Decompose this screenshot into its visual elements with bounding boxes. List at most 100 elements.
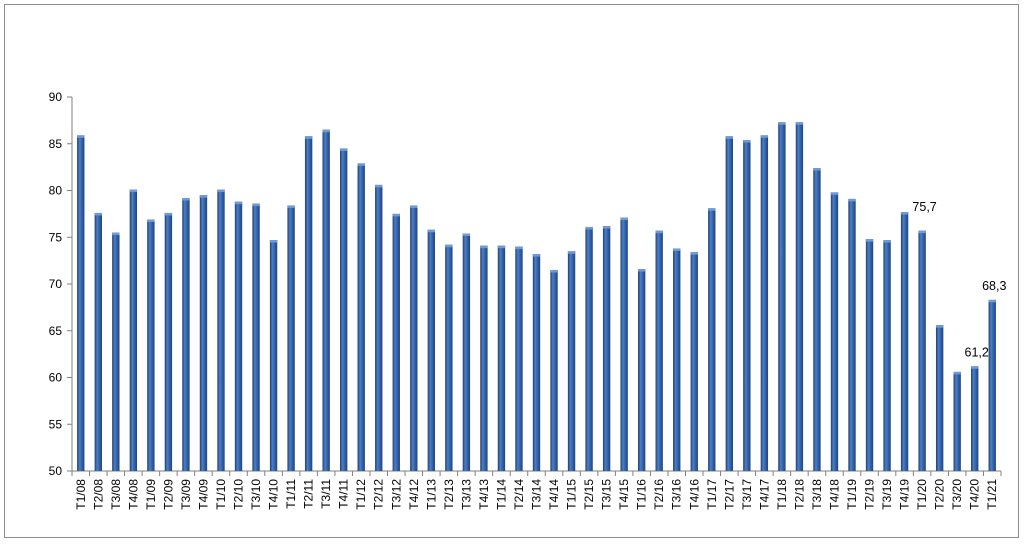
x-tick-label: T3/14 <box>530 479 544 510</box>
bar <box>795 122 804 472</box>
x-tick-label: T2/13 <box>442 479 456 510</box>
x-tick-label: T1/11 <box>284 479 298 509</box>
data-label: 68,3 <box>982 279 1006 293</box>
y-tick-label: 85 <box>49 137 63 151</box>
bar-top <box>445 244 453 248</box>
bar <box>883 240 891 471</box>
bar-body <box>515 246 523 471</box>
x-tick-label: T4/14 <box>547 479 561 510</box>
x-tick-label: T2/18 <box>792 479 806 510</box>
bar <box>532 254 541 471</box>
bar <box>129 189 138 471</box>
bar-top <box>813 168 821 171</box>
bar-top <box>304 136 313 139</box>
bar <box>848 198 856 472</box>
bar <box>445 244 453 471</box>
bar-top <box>655 230 663 234</box>
bar <box>480 245 488 471</box>
bar <box>77 135 85 471</box>
bar-body <box>567 251 576 471</box>
bar-top <box>269 240 278 243</box>
bar <box>182 197 190 472</box>
bar <box>147 219 155 471</box>
x-tick-label: T2/12 <box>372 479 386 510</box>
bar-body <box>427 229 436 471</box>
x-tick-label: T1/09 <box>144 479 158 510</box>
bar-body <box>778 122 786 472</box>
bar-body <box>813 168 821 471</box>
bar-body <box>340 148 348 472</box>
x-tick-label: T3/17 <box>740 479 754 510</box>
bar-top <box>865 239 874 242</box>
bar-top <box>935 325 944 328</box>
bar-top <box>953 371 961 375</box>
bar <box>637 269 646 471</box>
x-tick-label: T2/14 <box>512 479 526 510</box>
x-tick-label: T4/12 <box>407 479 421 510</box>
bar-top <box>164 212 173 216</box>
bar-top <box>690 252 698 255</box>
bar <box>357 163 365 471</box>
bar <box>427 229 436 471</box>
bar-body <box>725 136 733 471</box>
bar <box>760 135 769 471</box>
y-tick-label: 65 <box>49 324 63 338</box>
bar <box>830 192 839 471</box>
bar <box>778 122 786 472</box>
bar <box>322 129 330 471</box>
bar-body <box>147 219 155 471</box>
bar-body <box>94 212 102 471</box>
bar-top <box>550 269 558 273</box>
bar-body <box>900 212 909 471</box>
bar-top <box>322 129 330 133</box>
bar-body <box>708 208 716 471</box>
x-tick-label: T3/08 <box>109 479 123 510</box>
bar-top <box>340 148 348 151</box>
x-tick-label: T2/19 <box>863 479 877 510</box>
x-tick-label: T4/08 <box>126 479 140 510</box>
x-tick-label: T1/16 <box>635 479 649 510</box>
bar <box>199 195 208 472</box>
bar-body <box>375 184 383 471</box>
bar <box>567 251 576 471</box>
bar-top <box>883 240 891 243</box>
x-tick-label: T2/10 <box>232 479 246 510</box>
x-tick-label: T1/19 <box>845 479 859 510</box>
bar-body <box>304 136 313 471</box>
bar-body <box>655 230 663 471</box>
bar <box>217 189 225 471</box>
bar-body <box>743 140 751 471</box>
bar-body <box>602 226 611 471</box>
bar-body <box>77 135 85 471</box>
bar-body <box>865 239 874 471</box>
x-tick-label: T4/09 <box>196 479 210 510</box>
bar-top <box>988 299 996 303</box>
bar <box>462 233 471 471</box>
x-tick-label: T1/14 <box>494 479 508 510</box>
bar-body <box>129 189 138 471</box>
bar-top <box>357 163 365 166</box>
bar-body <box>462 233 471 471</box>
x-tick-label: T1/20 <box>915 479 929 510</box>
bar-body <box>357 163 365 471</box>
data-labels: 75,7 61,2 68,3 <box>912 200 1006 359</box>
x-tick-label: T3/15 <box>600 479 614 510</box>
bar-top <box>234 201 243 205</box>
bar-top <box>392 213 400 217</box>
bar-body <box>234 201 243 471</box>
bar-body <box>637 269 646 471</box>
bar <box>971 366 979 471</box>
x-tick-label: T1/17 <box>705 479 719 510</box>
y-tick-label: 55 <box>49 417 63 431</box>
bar <box>813 168 821 471</box>
bar-top <box>480 245 488 249</box>
bar-top <box>602 226 611 229</box>
x-tick-label: T3/09 <box>179 479 193 510</box>
x-tick-label: T4/15 <box>617 479 631 510</box>
bar <box>269 240 278 471</box>
bar-body <box>445 244 453 471</box>
bar-top <box>848 198 856 202</box>
bar <box>94 212 102 471</box>
x-tick-label: T1/10 <box>214 479 228 510</box>
x-tick-label: T4/10 <box>267 479 281 510</box>
